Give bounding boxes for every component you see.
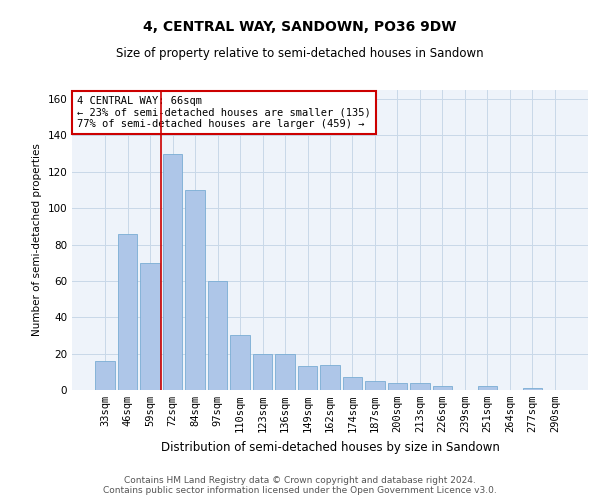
- Y-axis label: Number of semi-detached properties: Number of semi-detached properties: [32, 144, 42, 336]
- Bar: [208, 281, 227, 390]
- Text: Size of property relative to semi-detached houses in Sandown: Size of property relative to semi-detach…: [116, 48, 484, 60]
- Bar: [320, 364, 340, 390]
- Bar: [433, 386, 452, 390]
- Bar: [365, 381, 385, 390]
- Bar: [523, 388, 542, 390]
- Bar: [140, 262, 160, 390]
- Bar: [118, 234, 137, 390]
- Bar: [95, 361, 115, 390]
- Bar: [298, 366, 317, 390]
- Bar: [478, 386, 497, 390]
- X-axis label: Distribution of semi-detached houses by size in Sandown: Distribution of semi-detached houses by …: [161, 440, 499, 454]
- Bar: [410, 382, 430, 390]
- Text: 4, CENTRAL WAY, SANDOWN, PO36 9DW: 4, CENTRAL WAY, SANDOWN, PO36 9DW: [143, 20, 457, 34]
- Bar: [275, 354, 295, 390]
- Bar: [388, 382, 407, 390]
- Bar: [163, 154, 182, 390]
- Bar: [343, 378, 362, 390]
- Bar: [230, 336, 250, 390]
- Bar: [185, 190, 205, 390]
- Text: 4 CENTRAL WAY: 66sqm
← 23% of semi-detached houses are smaller (135)
77% of semi: 4 CENTRAL WAY: 66sqm ← 23% of semi-detac…: [77, 96, 371, 129]
- Text: Contains HM Land Registry data © Crown copyright and database right 2024.
Contai: Contains HM Land Registry data © Crown c…: [103, 476, 497, 495]
- Bar: [253, 354, 272, 390]
